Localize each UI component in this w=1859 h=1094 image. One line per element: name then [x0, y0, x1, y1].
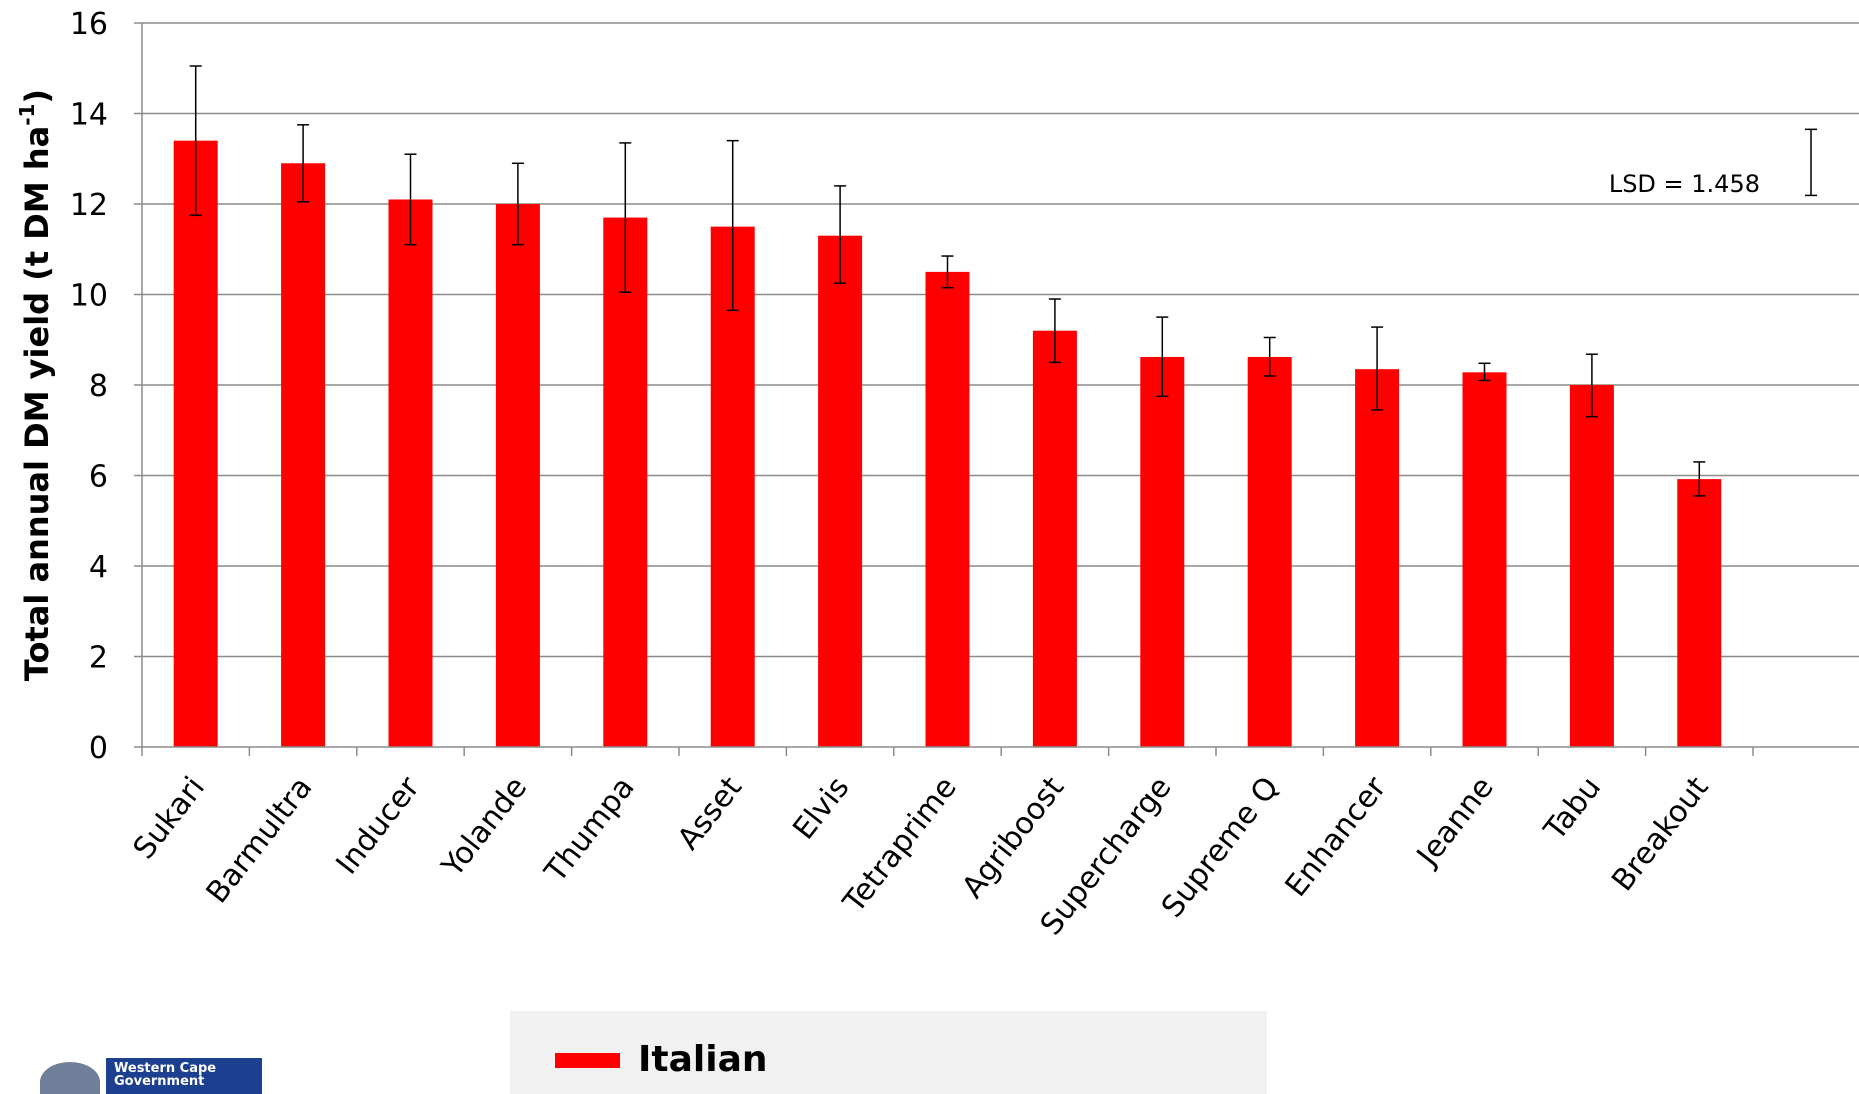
logo-text-line-1: Western Cape: [114, 1061, 217, 1076]
coat-of-arms-icon: [40, 1062, 100, 1094]
bar-supercharge: [1140, 356, 1185, 747]
bar-barmultra: [281, 163, 326, 747]
x-tick-label-enhancer: Enhancer: [1279, 770, 1394, 904]
error-bar-tetraprime: [941, 255, 954, 289]
legend-label-italian: Italian: [638, 1039, 768, 1080]
y-tick-label-2: 2: [89, 641, 108, 676]
error-bar-sukari: [189, 65, 202, 217]
bar-enhancer: [1355, 369, 1400, 747]
bar-asset: [710, 226, 755, 747]
bar-yolande: [495, 204, 540, 747]
y-tick-labels: 0 2 4 6 8 10 12 14 16: [70, 7, 108, 766]
x-tick-label-inducer: Inducer: [330, 770, 428, 881]
y-tick-label-16: 16: [70, 7, 108, 42]
x-tick-label-breakout: Breakout: [1605, 770, 1716, 898]
y-axis-title: Total annual DM yield (t DM ha-1): [15, 89, 56, 681]
bar-jeanne: [1462, 372, 1507, 747]
x-tick-label-tabu: Tabu: [1537, 770, 1608, 847]
error-bar-supreme-q: [1263, 336, 1276, 377]
bar-elvis: [818, 235, 863, 748]
y-tick-label-0: 0: [89, 731, 108, 766]
bar-tetraprime: [925, 271, 970, 747]
bar-inducer: [388, 199, 433, 748]
y-tick-label-6: 6: [89, 460, 108, 495]
y-axis-title-superscript: -1: [15, 104, 39, 126]
logo-banner: Western Cape Government: [106, 1058, 262, 1094]
error-bar-tabu: [1585, 353, 1598, 418]
legend: Italian: [510, 1011, 1267, 1094]
error-bar-yolande: [511, 162, 524, 246]
error-bar-jeanne: [1478, 362, 1491, 382]
y-tick-label-12: 12: [70, 188, 108, 223]
legend-swatch-italian: [555, 1053, 620, 1068]
bar-thumpa: [603, 217, 648, 747]
x-tick-label-elvis: Elvis: [786, 770, 856, 846]
x-tick-label-thumpa: Thumpa: [538, 770, 642, 889]
x-tick-label-sukari: Sukari: [127, 770, 212, 866]
bars: [173, 140, 1722, 748]
lsd-label: LSD = 1.458: [1609, 170, 1760, 198]
x-tick-label-agriboost: Agriboost: [955, 770, 1071, 905]
error-bar-barmultra: [297, 124, 310, 203]
error-bar-agriboost: [1048, 298, 1061, 364]
x-tick-label-asset: Asset: [671, 770, 749, 856]
axes: [134, 22, 1859, 756]
logo-text-line-2: Government: [114, 1074, 205, 1089]
y-tick-label-10: 10: [70, 279, 108, 314]
error-bar-breakout: [1693, 461, 1706, 497]
x-tick-label-jeanne: Jeanne: [1409, 770, 1501, 874]
bar-breakout: [1677, 479, 1722, 747]
y-tick-label-14: 14: [70, 98, 108, 133]
bar-tabu: [1569, 385, 1614, 747]
error-bar-inducer: [404, 153, 417, 246]
y-axis-title-main: Total annual DM yield (t DM ha: [18, 126, 56, 681]
bar-agriboost: [1032, 330, 1077, 747]
error-bar-elvis: [834, 185, 847, 284]
error-bar-supercharge: [1156, 316, 1169, 398]
y-tick-label-8: 8: [89, 369, 108, 404]
lsd-annotation: LSD = 1.458: [1609, 128, 1817, 198]
y-axis-title-close: ): [18, 89, 56, 104]
western-cape-government-logo: Western Cape Government: [40, 1058, 262, 1094]
x-tick-label-barmultra: Barmultra: [200, 770, 320, 910]
y-tick-label-4: 4: [89, 550, 108, 585]
x-tick-label-yolande: Yolande: [435, 770, 535, 884]
error-bar-thumpa: [619, 142, 632, 293]
error-bar-asset: [726, 139, 739, 312]
error-bar-enhancer: [1371, 326, 1384, 411]
bar-sukari: [173, 140, 218, 747]
bar-supreme-q: [1247, 356, 1292, 747]
error-bars: [189, 65, 1706, 497]
